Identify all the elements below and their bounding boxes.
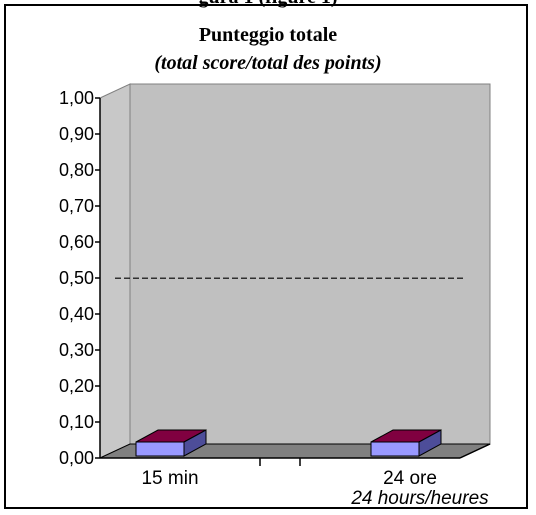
y-tick-label: 0,90 (59, 124, 94, 144)
bar-front (135, 441, 185, 457)
y-tick-label: 0,10 (59, 412, 94, 432)
side-wall (99, 83, 131, 459)
back-wall (129, 83, 491, 445)
y-tick-label: 0,20 (59, 376, 94, 396)
x-category-label: 24 ore (383, 468, 437, 489)
y-tick-label: 1,00 (59, 88, 94, 108)
chart-subtitle: (total score/total des points) (154, 52, 382, 74)
x-category-label: 15 min (141, 468, 198, 489)
y-tick-label: 0,30 (59, 340, 94, 360)
x-category-sublabel: 24 hours/heures (350, 488, 489, 509)
chart-title: Punteggio totale (198, 24, 338, 46)
y-tick-label: 0,80 (59, 160, 94, 180)
bar-side (418, 429, 442, 457)
figure-caption: gura 1 (figure 1) (0, 0, 536, 9)
y-tick-label: 0,50 (59, 268, 94, 288)
bar (370, 429, 442, 457)
bar (135, 429, 207, 457)
y-tick-label: 0,00 (59, 448, 94, 468)
bar-front (370, 441, 420, 457)
y-tick-label: 0,40 (59, 304, 94, 324)
bar-side (183, 429, 207, 457)
y-tick-label: 0,70 (59, 196, 94, 216)
floor-edge (459, 443, 491, 459)
y-tick-label: 0,60 (59, 232, 94, 252)
